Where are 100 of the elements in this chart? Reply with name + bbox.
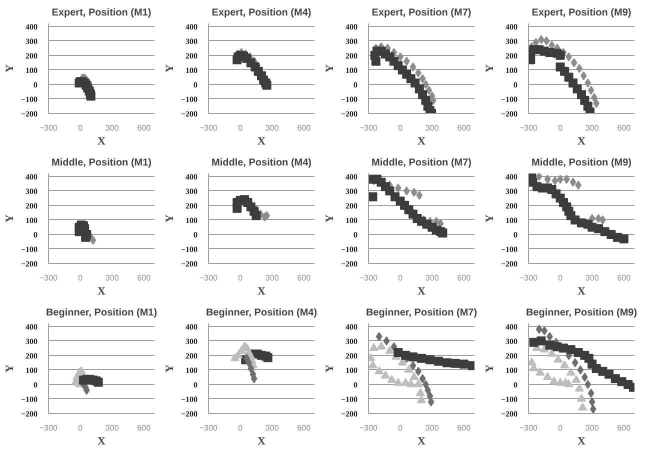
x-tick-label: −300: [359, 124, 378, 132]
x-tick-label: 0: [78, 124, 84, 132]
y-tick-label: 0: [34, 80, 38, 90]
y-tick-label: 300: [506, 186, 518, 196]
y-tick-label: 100: [26, 216, 38, 225]
y-tick-label: −200: [340, 410, 358, 418]
y-axis-title: Y: [164, 64, 176, 72]
y-tick-label: −100: [20, 244, 38, 254]
y-tick-label: 300: [346, 186, 358, 196]
y-tick-label: −200: [180, 260, 198, 268]
y-axis-title: Y: [324, 214, 336, 222]
x-tick-label: −300: [519, 274, 538, 282]
chart-title: Beginner, Position (M1): [46, 308, 158, 318]
x-tick-label: 600: [297, 274, 312, 282]
x-tick-label: −300: [39, 274, 58, 282]
x-axis-title: X: [98, 286, 106, 298]
y-tick-label: 100: [186, 216, 198, 225]
x-tick-label: 300: [105, 424, 120, 432]
y-tick-label: −100: [500, 244, 518, 254]
x-tick-label: 0: [238, 124, 244, 132]
chart-title: Beginner, Position (M9): [526, 308, 638, 318]
y-tick-label: 0: [514, 230, 518, 240]
chart-title: Expert, Position (M9): [532, 8, 632, 18]
x-tick-label: 0: [78, 274, 84, 282]
chart-title: Expert, Position (M1): [52, 8, 152, 18]
y-tick-label: 100: [346, 366, 358, 375]
y-tick-label: 300: [346, 336, 358, 346]
x-axis-title: X: [418, 136, 426, 148]
x-axis-title: X: [98, 436, 106, 448]
y-tick-label: 400: [186, 22, 198, 32]
y-tick-label: 300: [186, 36, 198, 46]
x-tick-label: −300: [519, 424, 538, 432]
y-tick-label: 0: [34, 380, 38, 390]
y-tick-label: 300: [186, 336, 198, 346]
chart-title: Expert, Position (M7): [372, 8, 472, 18]
x-axis-title: X: [258, 436, 266, 448]
y-tick-label: 0: [194, 80, 198, 90]
y-tick-label: −200: [340, 110, 358, 118]
y-axis-title: Y: [4, 64, 16, 72]
y-tick-label: 100: [506, 66, 518, 75]
x-axis-title: X: [418, 286, 426, 298]
y-tick-label: −200: [180, 110, 198, 118]
y-tick-label: 200: [26, 51, 38, 60]
y-tick-label: 100: [346, 66, 358, 75]
y-tick-label: 0: [194, 380, 198, 390]
y-tick-label: 100: [26, 366, 38, 375]
y-tick-label: 200: [346, 351, 358, 360]
y-tick-label: 100: [186, 66, 198, 75]
x-tick-label: −300: [519, 124, 538, 132]
y-tick-label: −200: [20, 110, 38, 118]
chart-title: Middle, Position (M1): [52, 158, 152, 168]
x-tick-label: 300: [105, 274, 120, 282]
y-tick-label: 300: [346, 36, 358, 46]
x-axis-title: X: [258, 286, 266, 298]
y-tick-label: 400: [506, 22, 518, 32]
chart-title: Middle, Position (M9): [532, 158, 632, 168]
y-tick-label: 400: [26, 172, 38, 182]
x-axis-title: X: [578, 136, 586, 148]
y-tick-label: −200: [500, 110, 518, 118]
x-tick-label: 0: [558, 274, 564, 282]
y-tick-label: 400: [346, 172, 358, 182]
y-tick-label: 300: [26, 36, 38, 46]
y-axis-title: Y: [4, 214, 16, 222]
x-tick-label: 0: [398, 124, 404, 132]
y-tick-label: −100: [340, 394, 358, 404]
x-tick-label: 300: [425, 274, 440, 282]
x-tick-label: 600: [457, 124, 472, 132]
y-tick-label: 200: [346, 201, 358, 210]
x-tick-label: −300: [39, 124, 58, 132]
y-tick-label: −100: [340, 244, 358, 254]
x-tick-label: 600: [137, 424, 152, 432]
y-tick-label: −100: [20, 94, 38, 104]
y-tick-label: 0: [514, 80, 518, 90]
y-tick-label: 400: [506, 172, 518, 182]
y-axis-title: Y: [324, 64, 336, 72]
y-tick-label: 200: [506, 351, 518, 360]
y-tick-label: −100: [500, 94, 518, 104]
x-axis-title: X: [418, 436, 426, 448]
y-tick-label: 200: [186, 201, 198, 210]
y-tick-label: −100: [180, 394, 198, 404]
y-tick-label: −200: [180, 410, 198, 418]
y-tick-label: 400: [506, 322, 518, 332]
x-axis-title: X: [578, 286, 586, 298]
x-tick-label: 0: [398, 274, 404, 282]
y-tick-label: −100: [340, 94, 358, 104]
y-axis-title: Y: [484, 64, 496, 72]
y-tick-label: 200: [26, 201, 38, 210]
y-tick-label: −100: [20, 394, 38, 404]
y-tick-label: 0: [514, 380, 518, 390]
x-tick-label: 600: [617, 274, 632, 282]
x-tick-label: 600: [137, 124, 152, 132]
y-tick-label: −100: [500, 394, 518, 404]
y-tick-label: −100: [180, 244, 198, 254]
x-tick-label: 0: [78, 424, 84, 432]
x-tick-label: 300: [105, 124, 120, 132]
chart-title: Beginner, Position (M4): [206, 308, 318, 318]
x-axis-title: X: [578, 436, 586, 448]
y-tick-label: 100: [346, 216, 358, 225]
x-tick-label: 0: [238, 424, 244, 432]
y-tick-label: −200: [20, 260, 38, 268]
